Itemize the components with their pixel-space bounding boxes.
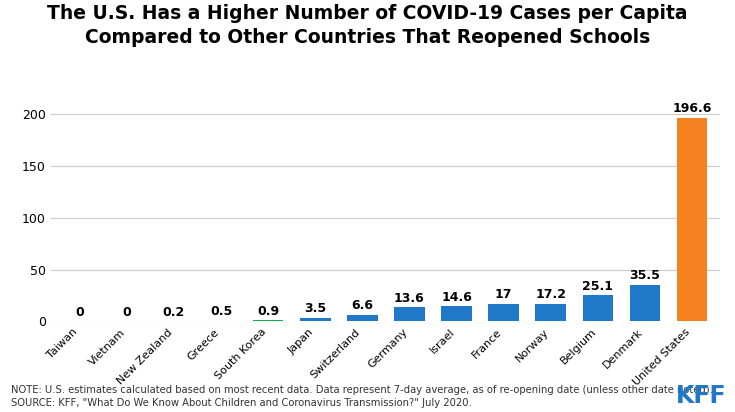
Bar: [630, 285, 660, 321]
Bar: [300, 318, 331, 321]
Text: 14.6: 14.6: [441, 290, 472, 304]
Text: 0.2: 0.2: [162, 306, 185, 318]
Text: 35.5: 35.5: [629, 269, 660, 282]
Text: The U.S. Has a Higher Number of COVID-19 Cases per Capita
Compared to Other Coun: The U.S. Has a Higher Number of COVID-19…: [47, 4, 688, 47]
Text: NOTE: U.S. estimates calculated based on most recent data. Data represent 7-day : NOTE: U.S. estimates calculated based on…: [11, 385, 713, 408]
Bar: [394, 307, 425, 321]
Text: 0.5: 0.5: [210, 305, 232, 318]
Text: 17.2: 17.2: [535, 288, 566, 301]
Text: 0: 0: [123, 306, 131, 319]
Bar: [441, 306, 472, 321]
Text: 13.6: 13.6: [394, 292, 425, 305]
Bar: [535, 304, 566, 321]
Text: 17: 17: [495, 288, 512, 301]
Text: 3.5: 3.5: [304, 302, 326, 315]
Text: KFF: KFF: [675, 384, 726, 408]
Text: 196.6: 196.6: [673, 102, 711, 115]
Text: 25.1: 25.1: [582, 280, 613, 293]
Text: 0.9: 0.9: [257, 305, 279, 318]
Text: 6.6: 6.6: [351, 299, 373, 312]
Text: 0: 0: [75, 306, 84, 319]
Bar: [583, 295, 613, 321]
Bar: [677, 118, 707, 321]
Bar: [488, 304, 519, 321]
Bar: [347, 314, 378, 321]
